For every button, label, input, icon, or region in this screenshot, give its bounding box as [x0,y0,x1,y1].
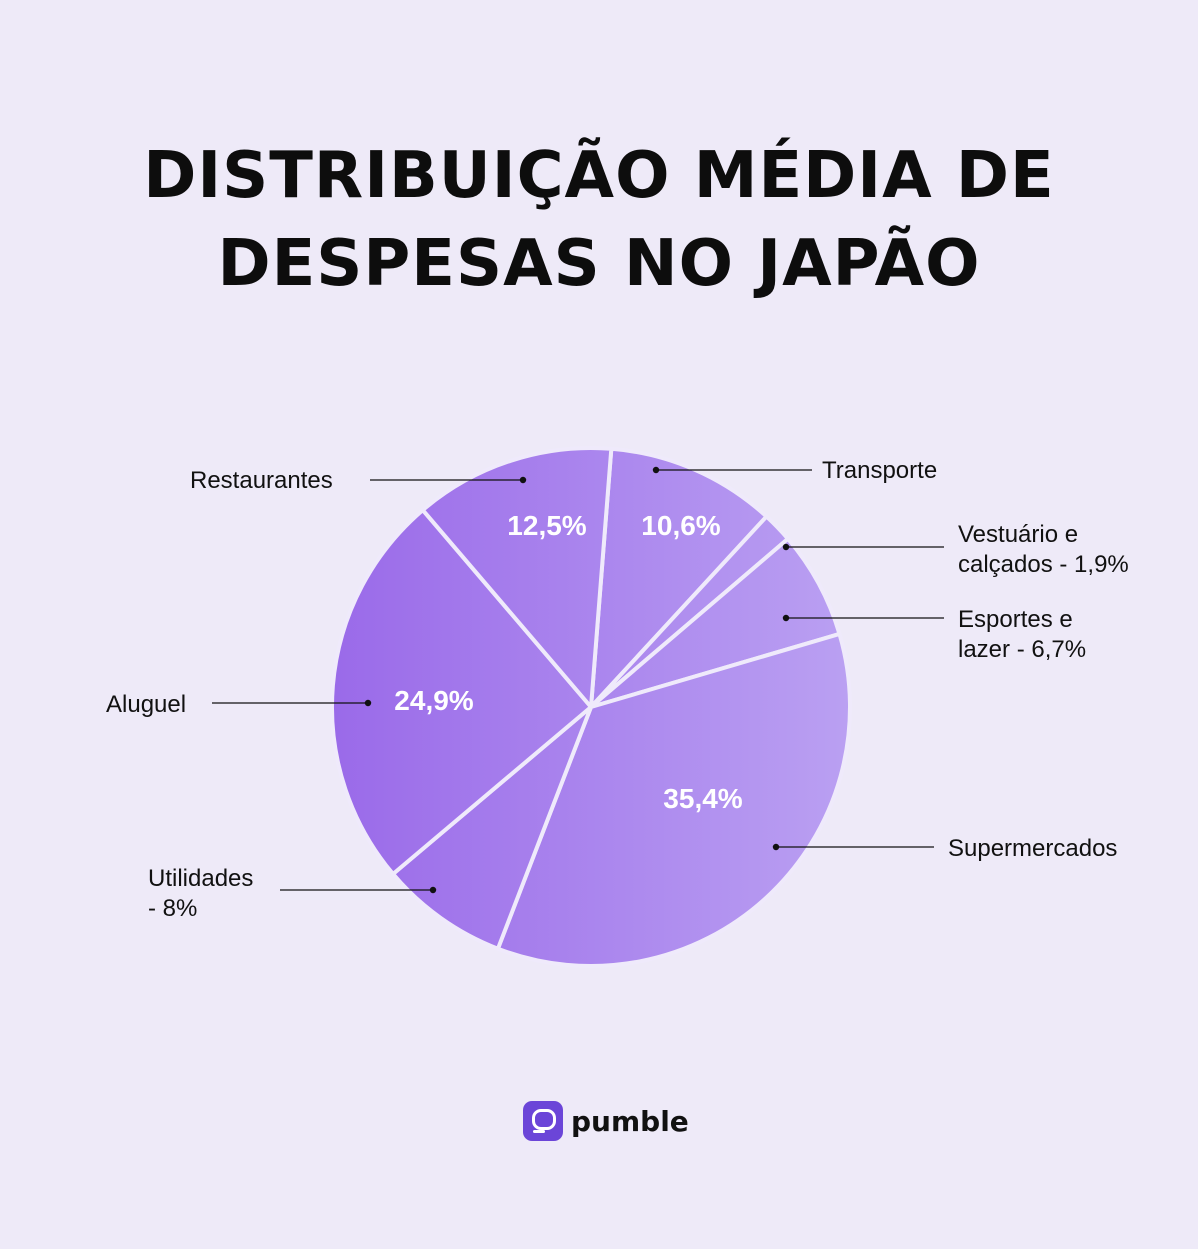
pie-slice [495,631,852,968]
brand-name: pumble [571,1104,689,1138]
slice-label: Esportes e lazer - 6,7% [958,606,1086,663]
callout-dot [652,466,660,474]
slice-percent-label: 35,4% [663,783,742,814]
slice-label: Utilidades - 8% [148,865,253,922]
slice-label: Transporte [822,457,937,484]
pie-slice [329,508,593,876]
callout-dot [519,476,527,484]
slice-percent-label: 12,5% [507,510,586,541]
chart-title: DISTRIBUIÇÃO MÉDIA DE DESPESAS NO JAPÃO [0,132,1198,308]
slice-percent-label: 24,9% [394,685,473,716]
pie-slice [391,705,593,951]
callout-dot [782,543,790,551]
pie-slice [589,536,842,709]
slice-label: Vestuário e calçados - 1,9% [958,521,1129,578]
callout-dot [429,886,437,894]
callout-dot [364,699,372,707]
slice-label: Aluguel [106,691,186,718]
callout-dot [782,614,790,622]
pumble-icon [523,1101,563,1141]
slice-label: Restaurantes [190,467,333,494]
title-line-1: DISTRIBUIÇÃO MÉDIA DE [143,139,1055,213]
slice-label: Supermercados [948,835,1117,862]
brand-logo: pumble [523,1100,689,1142]
callout-dot [772,843,780,851]
title-line-2: DESPESAS NO JAPÃO [217,227,981,301]
pie-slice [420,446,614,709]
slice-percent-label: 10,6% [641,510,720,541]
